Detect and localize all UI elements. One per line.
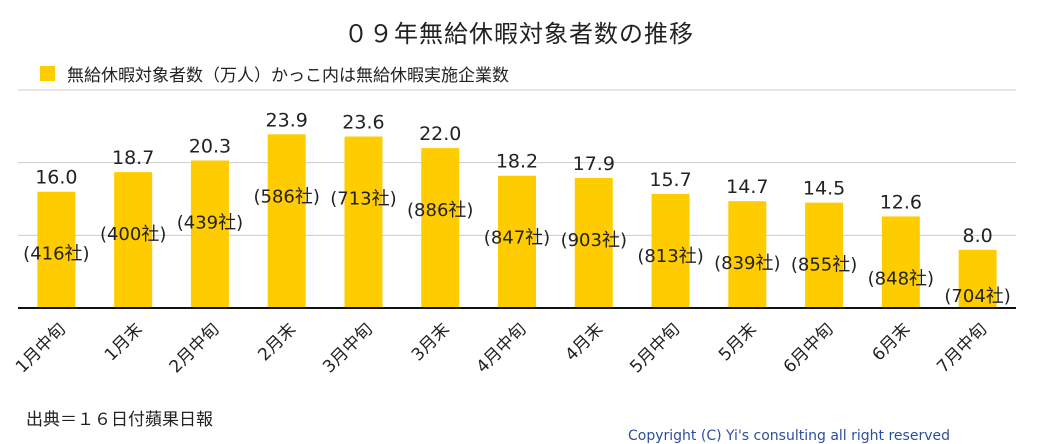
value-label: 15.7 (649, 169, 691, 191)
bar (958, 249, 997, 308)
bar (498, 175, 536, 308)
source-note: 出典＝１６日付蘋果日報 (26, 410, 213, 430)
bar (805, 202, 844, 308)
value-label: 18.2 (496, 151, 538, 173)
x-tick-label: 1月末 (101, 319, 147, 365)
company-count-label: (848社) (868, 268, 934, 289)
value-label: 17.9 (573, 153, 615, 175)
value-label: 14.5 (803, 178, 845, 200)
company-count-label: (813社) (637, 246, 703, 267)
company-count-label: (400社) (100, 224, 166, 245)
company-count-label: (704社) (944, 286, 1010, 307)
x-tick-label: 1月中旬 (12, 319, 70, 377)
bar (651, 193, 690, 308)
x-tick-label: 5月末 (715, 319, 761, 365)
legend-label: 無給休暇対象者数（万人）かっこ内は無給休暇実施企業数 (67, 65, 509, 86)
company-count-label: (886社) (407, 200, 473, 221)
value-label: 20.3 (189, 135, 231, 157)
x-tick-label: 3月中旬 (319, 319, 377, 377)
company-count-label: (439社) (177, 212, 243, 233)
x-tick-label: 6月末 (869, 319, 915, 365)
copyright-text: Copyright (C) Yi's consulting all right … (628, 428, 950, 444)
value-label: 8.0 (963, 225, 993, 247)
value-label: 22.0 (419, 123, 461, 145)
value-label: 14.7 (726, 176, 768, 198)
legend-swatch (40, 65, 55, 81)
chart-title: ０９年無給休暇対象者数の推移 (344, 20, 694, 48)
bar (190, 160, 229, 308)
x-tick-label: 7月中旬 (933, 319, 991, 377)
x-tick-label: 4月末 (561, 319, 607, 365)
bar (881, 216, 920, 308)
value-label: 16.0 (35, 167, 77, 189)
company-count-label: (847社) (484, 228, 550, 249)
x-tick-label: 6月中旬 (780, 319, 838, 377)
x-tick-label: 3月末 (408, 319, 454, 365)
bar (267, 134, 306, 308)
x-tick-label: 2月末 (254, 319, 300, 365)
value-label: 23.9 (266, 109, 308, 131)
bar (574, 177, 613, 308)
company-count-label: (586社) (253, 186, 319, 207)
legend: 無給休暇対象者数（万人）かっこ内は無給休暇実施企業数 (40, 62, 509, 86)
bar (114, 172, 153, 308)
x-tick-label: 4月中旬 (473, 319, 531, 377)
company-count-label: (855社) (791, 255, 857, 276)
company-count-label: (839社) (714, 253, 780, 274)
value-label: 12.6 (880, 191, 922, 213)
company-count-label: (713社) (330, 189, 396, 210)
company-count-label: (903社) (561, 230, 627, 251)
x-tick-label: 2月中旬 (166, 319, 224, 377)
company-count-label: (416社) (23, 244, 89, 265)
value-label: 18.7 (112, 147, 154, 169)
x-tick-label: 5月中旬 (626, 319, 684, 377)
bar (37, 191, 76, 308)
bar (344, 136, 383, 308)
bar (728, 201, 767, 308)
bar-chart: 16.0 (416社) 1月中旬 18.7 (400社) 1月末 20.3 (439社) 2月中… (12, 89, 1016, 377)
value-label: 23.6 (342, 112, 384, 134)
bar (421, 148, 460, 308)
